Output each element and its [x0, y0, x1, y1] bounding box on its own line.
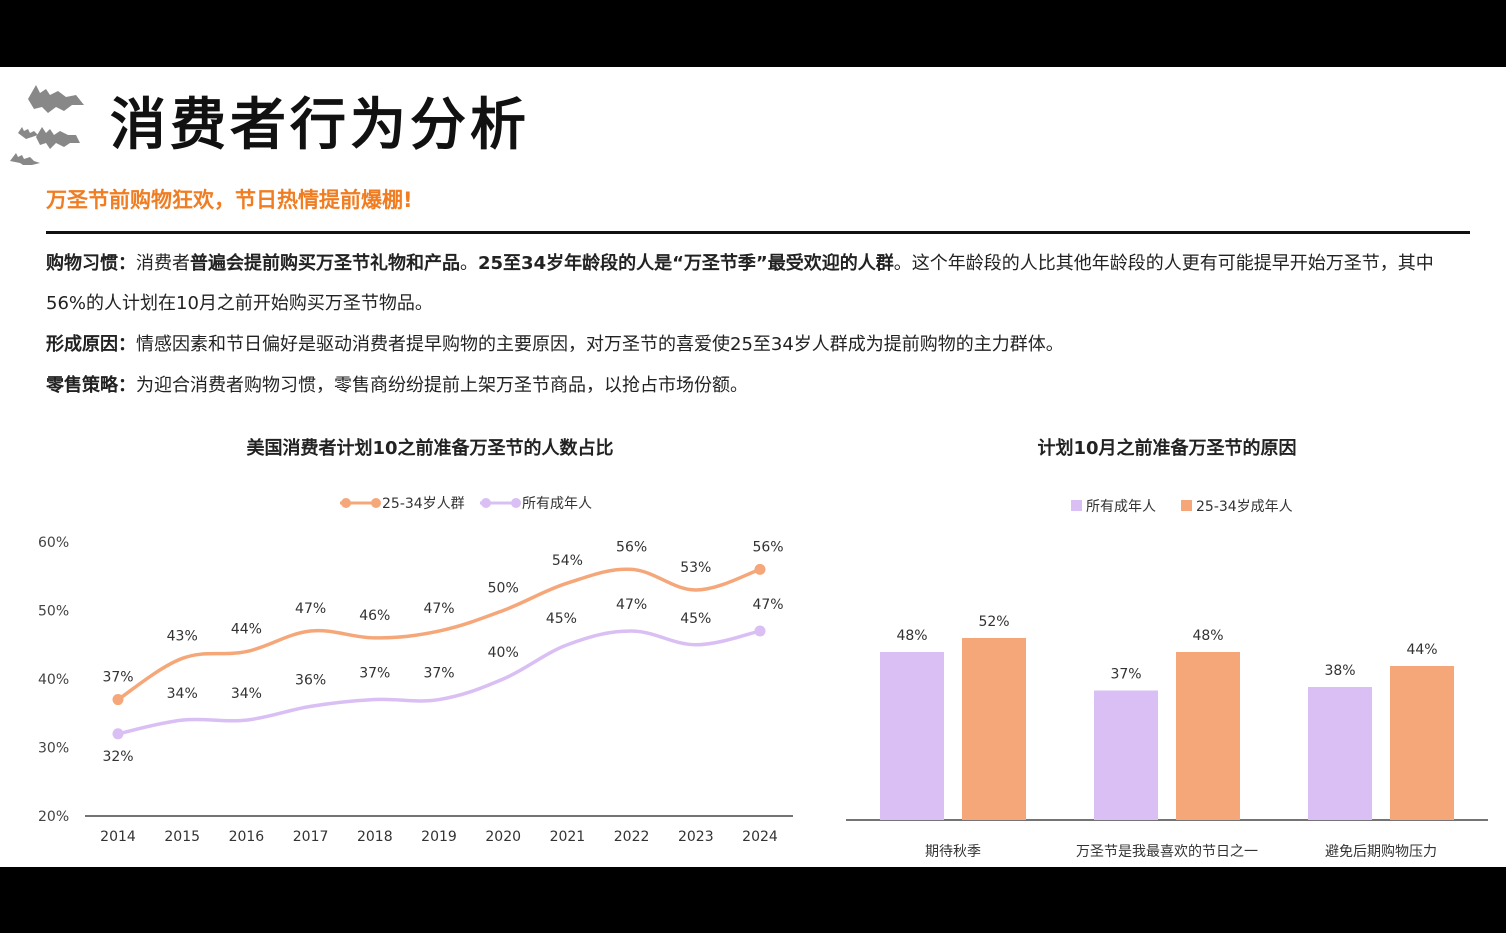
divider	[46, 231, 1470, 234]
data-label: 45%	[680, 611, 711, 627]
slide: 消费者行为分析 万圣节前购物狂欢，节日热情提前爆棚! 购物习惯：消费者普遍会提前…	[0, 67, 1506, 867]
series-line-0	[117, 567, 761, 702]
data-label: 37%	[102, 670, 133, 686]
data-label: 47%	[423, 601, 454, 617]
paragraph-shopping-habits: 购物习惯：消费者普遍会提前购买万圣节礼物和产品。25至34岁年龄段的人是“万圣节…	[46, 244, 1466, 324]
data-label: 46%	[359, 608, 390, 624]
paragraph-text: 消费者	[136, 253, 190, 274]
bar	[962, 638, 1026, 820]
x-tick-label: 2018	[357, 829, 393, 845]
paragraph-text: 为迎合消费者购物习惯，零售商纷纷提前上架万圣节商品，以抢占市场份额。	[136, 375, 748, 396]
data-label: 37%	[1110, 667, 1141, 683]
data-label: 43%	[167, 628, 198, 644]
y-tick-label: 50%	[38, 604, 69, 620]
bat-icon	[10, 85, 84, 165]
data-label: 48%	[896, 628, 927, 644]
data-label: 47%	[752, 597, 783, 613]
data-label: 44%	[1406, 642, 1437, 658]
data-label: 53%	[680, 560, 711, 576]
legend-marker	[511, 498, 521, 508]
paragraph-text: 情感因素和节日偏好是驱动消费者提早购物的主要原因，对万圣节的喜爱使25至34岁人…	[136, 334, 1064, 355]
paragraph-causes: 形成原因：情感因素和节日偏好是驱动消费者提早购物的主要原因，对万圣节的喜爱使25…	[46, 325, 1466, 365]
data-label: 32%	[102, 749, 133, 765]
data-label: 34%	[167, 686, 198, 702]
legend-label: 25-34岁人群	[382, 496, 465, 512]
data-label: 50%	[488, 581, 519, 597]
data-label: 38%	[1324, 663, 1355, 679]
legend-label: 所有成年人	[1086, 499, 1156, 515]
paragraph-highlight: 25至34岁年龄段的人是“万圣节季”最受欢迎的人群	[478, 253, 894, 274]
y-tick-label: 40%	[38, 672, 69, 688]
x-tick-label: 2014	[100, 829, 136, 845]
data-label: 45%	[546, 611, 577, 627]
data-label: 40%	[488, 645, 519, 661]
x-tick-label: 2022	[614, 829, 650, 845]
legend-marker	[341, 498, 351, 508]
legend-swatch	[1181, 500, 1192, 511]
x-tick-label: 2024	[742, 829, 778, 845]
x-tick-label: 2021	[550, 829, 586, 845]
y-tick-label: 60%	[38, 535, 69, 551]
data-label: 34%	[231, 686, 262, 702]
paragraph-label: 零售策略：	[46, 375, 136, 396]
x-tick-label: 2023	[678, 829, 714, 845]
paragraph-text: 。	[460, 253, 478, 274]
legend-marker	[481, 498, 491, 508]
y-tick-label: 30%	[38, 741, 69, 757]
legend-swatch	[1071, 500, 1082, 511]
paragraph-label: 购物习惯：	[46, 253, 136, 274]
data-label: 36%	[295, 672, 326, 688]
bar-chart: 所有成年人 25-34岁成年人 48% 52% 期待秋季 37% 48% 万圣节是我最喜欢的节…	[846, 499, 1488, 860]
series-endpoint	[754, 625, 766, 637]
x-tick-label: 2016	[229, 829, 265, 845]
paragraph-label: 形成原因：	[46, 334, 136, 355]
y-tick-label: 20%	[38, 809, 69, 825]
legend-marker	[371, 498, 381, 508]
series-endpoint	[112, 728, 124, 740]
paragraph-highlight: 普遍会提前购买万圣节礼物和产品	[190, 253, 460, 274]
category-label: 期待秋季	[925, 844, 981, 860]
x-tick-label: 2015	[164, 829, 200, 845]
page-subtitle: 万圣节前购物狂欢，节日热情提前爆棚!	[46, 188, 413, 212]
legend-label: 25-34岁成年人	[1196, 499, 1293, 515]
line-chart-title: 美国消费者计划10之前准备万圣节的人数占比	[246, 438, 614, 459]
bar	[1390, 666, 1454, 820]
data-label: 54%	[552, 553, 583, 569]
category-label: 万圣节是我最喜欢的节日之一	[1076, 844, 1258, 860]
data-label: 47%	[295, 601, 326, 617]
line-chart: 20% 30% 40% 50% 60% 2014 2015 2016 2017 2018 2019 2…	[38, 496, 793, 845]
paragraph-retail-strategy: 零售策略：为迎合消费者购物习惯，零售商纷纷提前上架万圣节商品，以抢占市场份额。	[46, 366, 1466, 406]
series-endpoint	[112, 694, 124, 706]
series-endpoint	[754, 563, 766, 575]
bar	[1094, 690, 1158, 820]
data-label: 52%	[978, 614, 1009, 630]
data-label: 37%	[423, 666, 454, 682]
data-label: 47%	[616, 597, 647, 613]
page-title: 消费者行为分析	[110, 93, 530, 158]
bar	[1176, 652, 1240, 820]
bar	[880, 652, 944, 820]
paragraph-text: 。这个年龄段的人比其他年龄段的人更有可能提早开始万圣节，其中56%的人计划在10…	[46, 253, 1434, 314]
bar	[1308, 687, 1372, 820]
data-label: 56%	[616, 539, 647, 555]
bar-chart-title: 计划10月之前准备万圣节的原因	[1037, 438, 1297, 459]
data-label: 48%	[1192, 628, 1223, 644]
legend-label: 所有成年人	[522, 496, 592, 512]
category-label: 避免后期购物压力	[1325, 844, 1437, 860]
data-label: 44%	[231, 622, 262, 638]
x-tick-label: 2019	[421, 829, 457, 845]
x-tick-label: 2020	[485, 829, 521, 845]
data-label: 56%	[752, 539, 783, 555]
x-tick-label: 2017	[293, 829, 329, 845]
data-label: 37%	[359, 666, 390, 682]
series-line-1	[117, 629, 761, 736]
